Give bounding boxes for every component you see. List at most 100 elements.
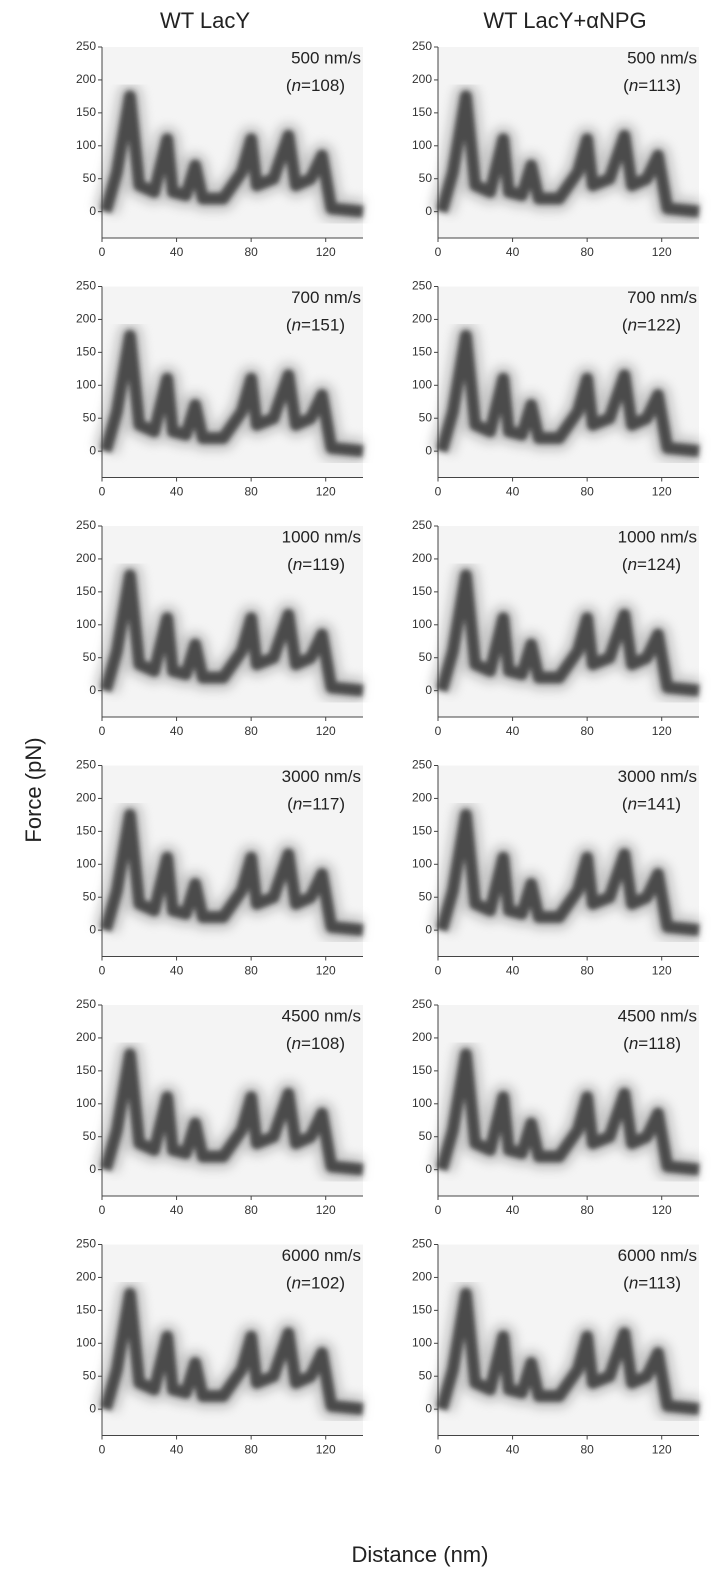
density-ridge — [99, 329, 364, 458]
speed-label: 3000 nm/s — [282, 767, 361, 786]
x-tick-label: 40 — [506, 485, 520, 499]
y-tick-label: 150 — [412, 1063, 432, 1077]
sample-label: (n=119) — [287, 555, 345, 574]
sample-label: (n=102) — [286, 1274, 345, 1293]
x-tick-label: 80 — [580, 1203, 594, 1217]
x-tick-label: 80 — [580, 724, 594, 738]
y-tick-label: 100 — [412, 377, 432, 391]
x-tick-label: 80 — [244, 724, 258, 738]
x-tick-label: 0 — [99, 245, 106, 259]
speed-label: 1000 nm/s — [618, 527, 697, 546]
y-tick-label: 100 — [76, 138, 96, 152]
x-tick-label: 0 — [99, 1443, 106, 1457]
speed-label: 3000 nm/s — [618, 767, 697, 786]
y-tick-label: 50 — [83, 410, 97, 424]
y-tick-label: 100 — [76, 856, 96, 870]
speed-label: 1000 nm/s — [282, 527, 361, 546]
y-axis-label: Force (pN) — [21, 737, 46, 842]
y-tick-label: 250 — [76, 758, 96, 772]
x-tick-label: 0 — [435, 485, 442, 499]
density-panel: 0 50 100 150 200 250 0 40 80 120 6000 nm/s (n=102) — [76, 1237, 365, 1457]
x-tick-label: 0 — [435, 724, 442, 738]
x-tick-label: 120 — [316, 485, 336, 499]
y-tick-label: 0 — [89, 1162, 96, 1176]
y-tick-label: 0 — [89, 922, 96, 936]
x-tick-label: 120 — [316, 964, 336, 978]
sample-label: (n=108) — [286, 1034, 345, 1053]
x-tick-label: 120 — [652, 964, 672, 978]
x-tick-label: 80 — [580, 1443, 594, 1457]
density-ridge — [435, 90, 700, 218]
y-tick-label: 200 — [412, 551, 432, 565]
x-tick-label: 80 — [244, 1203, 258, 1217]
sample-label: (n=108) — [286, 76, 345, 95]
y-tick-label: 50 — [83, 889, 97, 903]
y-tick-label: 0 — [425, 443, 432, 457]
y-tick-label: 100 — [412, 856, 432, 870]
speed-label: 500 nm/s — [291, 48, 361, 67]
y-tick-label: 0 — [89, 443, 96, 457]
x-tick-label: 40 — [170, 964, 184, 978]
y-tick-label: 50 — [83, 1129, 97, 1143]
y-tick-label: 0 — [89, 683, 96, 697]
x-tick-label: 120 — [652, 1203, 672, 1217]
speed-label: 6000 nm/s — [282, 1246, 361, 1265]
x-tick-label: 40 — [506, 1443, 520, 1457]
sample-label: (n=113) — [623, 1274, 681, 1293]
y-tick-label: 150 — [76, 1303, 96, 1317]
y-tick-label: 150 — [76, 1063, 96, 1077]
x-tick-label: 40 — [170, 724, 184, 738]
y-tick-label: 100 — [76, 617, 96, 631]
y-tick-label: 100 — [76, 377, 96, 391]
y-tick-label: 0 — [89, 1401, 96, 1415]
density-panel: 0 50 100 150 200 250 0 40 80 120 4500 nm/s (n=118) — [412, 997, 701, 1217]
density-ridge — [99, 90, 364, 218]
x-tick-label: 80 — [244, 245, 258, 259]
density-ridge — [435, 1287, 700, 1416]
speed-label: 4500 nm/s — [282, 1006, 361, 1025]
x-tick-label: 120 — [652, 1443, 672, 1457]
y-tick-label: 150 — [412, 584, 432, 598]
y-tick-label: 100 — [412, 617, 432, 631]
y-tick-label: 250 — [412, 1237, 432, 1251]
y-tick-label: 250 — [76, 997, 96, 1011]
density-panel: 0 50 100 150 200 250 0 40 80 120 3000 nm/s (n=117) — [76, 758, 365, 978]
x-tick-label: 0 — [99, 724, 106, 738]
density-ridge — [99, 1048, 364, 1176]
x-tick-label: 0 — [435, 1203, 442, 1217]
y-tick-label: 50 — [419, 889, 433, 903]
y-tick-label: 250 — [76, 39, 96, 53]
density-panel: 0 50 100 150 200 250 0 40 80 120 500 nm/s (n=113) — [412, 39, 701, 259]
density-ridge — [435, 569, 700, 697]
y-tick-label: 0 — [425, 683, 432, 697]
x-tick-label: 120 — [316, 1443, 336, 1457]
x-tick-label: 80 — [580, 245, 594, 259]
y-tick-label: 150 — [76, 584, 96, 598]
x-tick-label: 80 — [244, 485, 258, 499]
y-tick-label: 150 — [76, 824, 96, 838]
density-panel: 0 50 100 150 200 250 0 40 80 120 1000 nm/s (n=124) — [412, 518, 701, 738]
sample-label: (n=151) — [286, 316, 345, 335]
speed-label: 6000 nm/s — [618, 1246, 697, 1265]
y-tick-label: 250 — [76, 1237, 96, 1251]
y-tick-label: 200 — [412, 1270, 432, 1284]
x-tick-label: 40 — [506, 245, 520, 259]
y-tick-label: 200 — [412, 1030, 432, 1044]
x-tick-label: 80 — [244, 964, 258, 978]
density-panel: 0 50 100 150 200 250 0 40 80 120 4500 nm/s (n=108) — [76, 997, 365, 1217]
y-tick-label: 150 — [76, 105, 96, 119]
y-tick-label: 100 — [412, 1096, 432, 1110]
density-ridge — [435, 808, 700, 937]
column-title: WT LacY+αNPG — [483, 8, 646, 33]
sample-label: (n=122) — [622, 316, 681, 335]
y-tick-label: 150 — [412, 345, 432, 359]
x-tick-label: 120 — [316, 724, 336, 738]
y-tick-label: 0 — [89, 204, 96, 218]
x-tick-label: 40 — [170, 485, 184, 499]
y-tick-label: 250 — [412, 39, 432, 53]
x-tick-label: 0 — [435, 1443, 442, 1457]
x-tick-label: 120 — [652, 724, 672, 738]
density-ridge — [99, 569, 364, 697]
x-tick-label: 40 — [506, 1203, 520, 1217]
sample-label: (n=124) — [622, 555, 681, 574]
